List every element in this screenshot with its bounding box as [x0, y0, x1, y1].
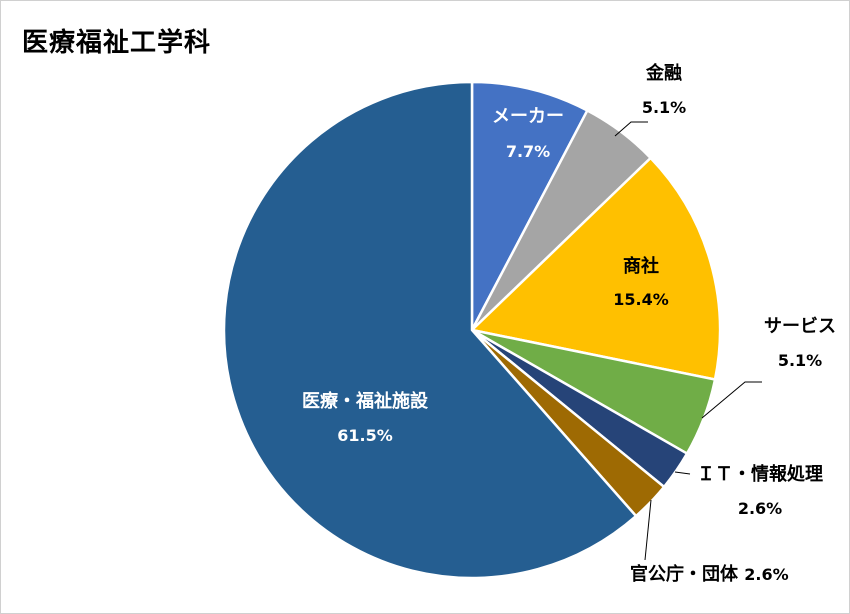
leader-line — [614, 121, 648, 137]
slice-label: サービス — [764, 316, 836, 337]
slice-value-label: 5.1% — [642, 98, 686, 117]
chart-title: 医療福祉工学科 — [22, 28, 212, 58]
slice-label: 医療・福祉施設 — [302, 390, 429, 412]
slice-value-label: 15.4% — [613, 290, 669, 309]
slice-value-label: 7.7% — [506, 142, 550, 161]
leader-line — [701, 381, 762, 419]
pie-slice — [470, 156, 722, 381]
slice-label: 官公庁・団体 2.6% — [630, 563, 789, 585]
pie-slice — [222, 80, 638, 580]
slice-label: メーカー — [492, 106, 564, 127]
leader-line — [674, 471, 691, 475]
slice-label: 金融 — [645, 62, 682, 84]
leader-line — [644, 499, 652, 561]
slice-value-label: 2.6% — [738, 499, 782, 518]
slice-value-label: 61.5% — [337, 426, 393, 445]
pie-slice — [470, 80, 589, 332]
slice-label: 商社 — [623, 255, 659, 277]
slice-label: ＩＴ・情報処理 — [697, 463, 823, 485]
slice-value-label: 5.1% — [778, 351, 822, 370]
